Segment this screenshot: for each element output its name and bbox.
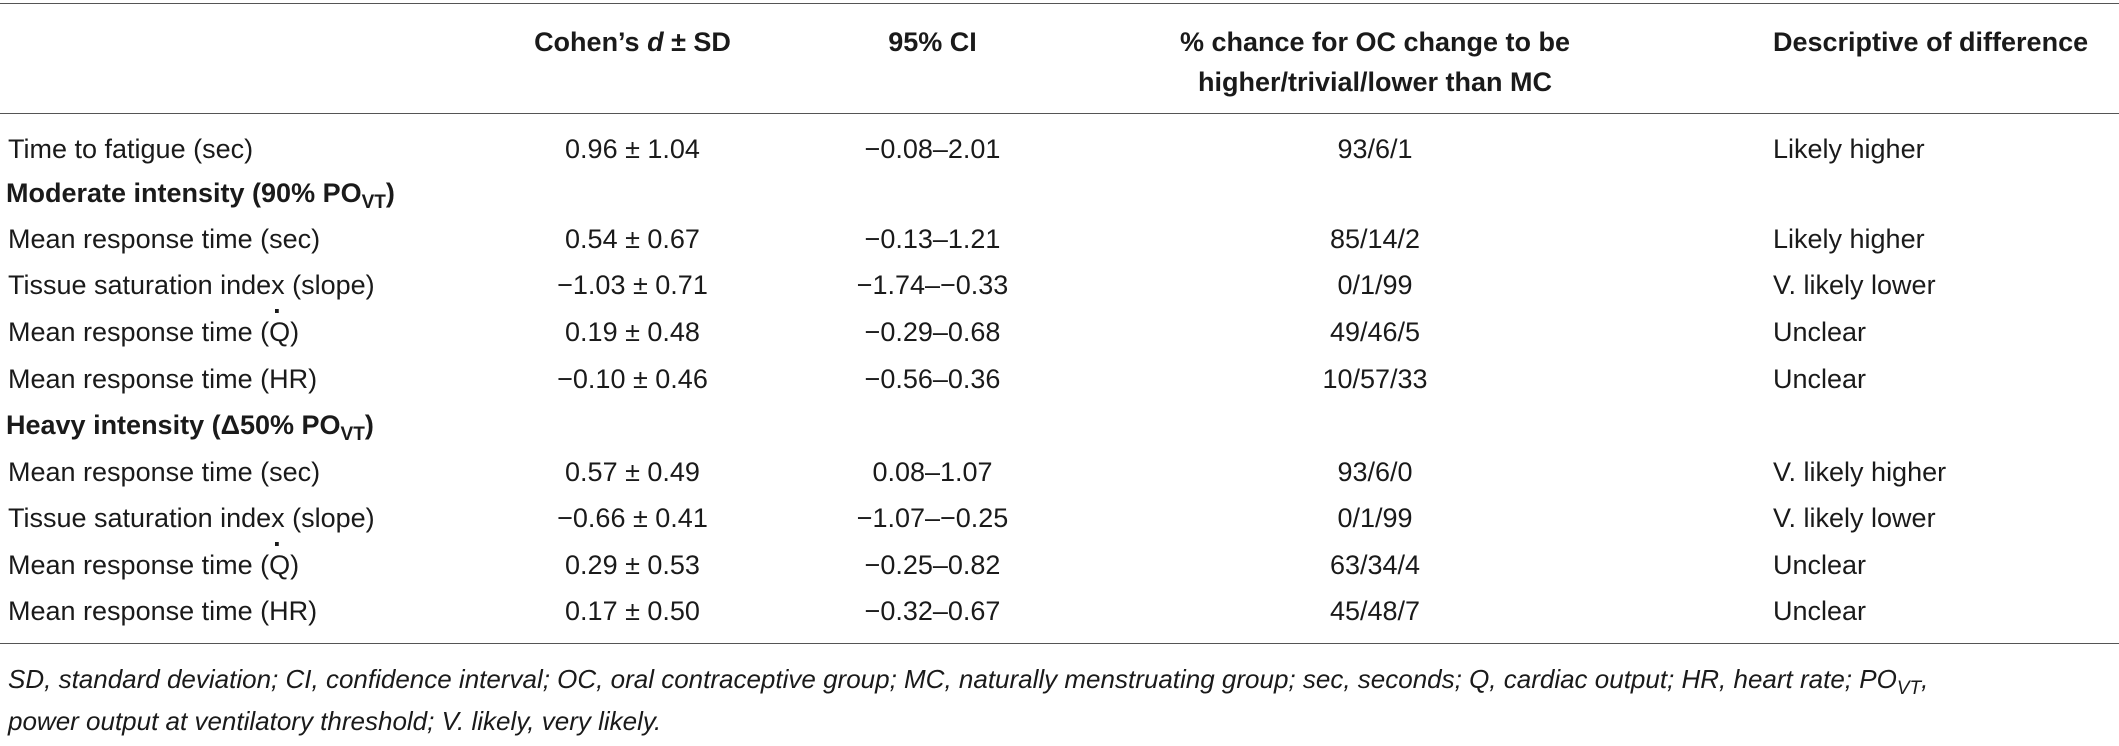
header-descriptive: Descriptive of difference [1773, 27, 2089, 57]
table-cell: −0.10 ± 0.46 [557, 364, 708, 394]
header-cohens-d: Cohen’s d ± SD [534, 27, 731, 57]
table-cell: V. likely lower [1773, 503, 1936, 533]
section-heading-heavy: Heavy intensity (Δ50% POVT) [0, 402, 2119, 449]
table-cell: VT [340, 424, 365, 445]
table-cell: Mean response time (HR) [8, 596, 318, 626]
table-cell: 93/6/0 [1337, 457, 1413, 487]
table-cell: 49/46/5 [1329, 317, 1421, 347]
table-cell: −0.13–1.21 [864, 224, 1001, 254]
table-cell: −0.29–0.68 [864, 317, 1001, 347]
table-cell: 63/34/4 [1329, 550, 1421, 580]
table-cell: Likely higher [1773, 134, 1925, 164]
table-row: Mean response time (Q) 0.29 ± 0.53 −0.25… [0, 521, 2119, 589]
table-cell: Mean response time (Q) [8, 288, 299, 356]
table-row: Mean response time (sec) 0.57 ± 0.49 0.0… [0, 449, 2119, 496]
table-cell: V. likely higher [1773, 457, 1947, 487]
header-bottom-rule [0, 113, 2119, 114]
table-cell: Mean response time (HR) [8, 364, 318, 394]
table-cell: 0.19 ± 0.48 [565, 317, 700, 347]
table-cell: 0.54 ± 0.67 [565, 224, 700, 254]
table-row: Tissue saturation index (slope) −1.03 ± … [0, 262, 2119, 309]
table-cell: V. likely lower [1773, 270, 1936, 300]
table-cell: Unclear [1773, 596, 1867, 626]
table-cell: Mean response time (Q) [8, 521, 299, 589]
table-cell: −0.56–0.36 [864, 364, 1001, 394]
table-cell: −1.07–−0.25 [856, 503, 1009, 533]
table-row: Mean response time (HR) 0.17 ± 0.50 −0.3… [0, 588, 2119, 635]
table-cell: Q [269, 521, 290, 589]
table-cell: Tissue saturation index (slope) [8, 270, 375, 300]
table-cell: −1.03 ± 0.71 [557, 270, 708, 300]
table-cell: Likely higher [1773, 224, 1925, 254]
table-cell: Unclear [1773, 317, 1867, 347]
table-cell: −0.25–0.82 [864, 550, 1001, 580]
table-footnote: SD, standard deviation; CI, confidence i… [8, 664, 1929, 736]
table-cell: 0.29 ± 0.53 [565, 550, 700, 580]
table-cell: Tissue saturation index (slope) [8, 503, 375, 533]
table-cell: Time to fatigue (sec) [8, 134, 254, 164]
table-cell: −1.74–−0.33 [856, 270, 1009, 300]
table-cell: Moderate intensity (90% POVT) [6, 178, 395, 213]
table-bottom-rule [0, 643, 2119, 644]
table-cell: 10/57/33 [1322, 364, 1428, 394]
table-top-rule [0, 3, 2119, 4]
table-cell: −0.66 ± 0.41 [557, 503, 708, 533]
table-cell: 85/14/2 [1329, 224, 1421, 254]
table-cell: 0/1/99 [1337, 503, 1413, 533]
table-cell: 0.17 ± 0.50 [565, 596, 700, 626]
header-95-ci: 95% CI [888, 27, 977, 57]
table-cell: 93/6/1 [1337, 134, 1413, 164]
table-row: Mean response time (Q) 0.19 ± 0.48 −0.29… [0, 288, 2119, 356]
table-cell: VT [1896, 678, 1922, 699]
table-cell: −0.32–0.67 [864, 596, 1001, 626]
table-row: Mean response time (sec) 0.54 ± 0.67 −0.… [0, 216, 2119, 263]
table-cell: Unclear [1773, 550, 1867, 580]
table-cell: Q [269, 288, 290, 356]
table-row: Time to fatigue (sec) 0.96 ± 1.04 −0.08–… [0, 126, 2119, 173]
table-cell: 0/1/99 [1337, 270, 1413, 300]
section-heading-moderate: Moderate intensity (90% POVT) [0, 170, 2119, 217]
table-cell: −0.08–2.01 [864, 134, 1001, 164]
table-row: Mean response time (HR) −0.10 ± 0.46 −0.… [0, 356, 2119, 403]
table-cell: Unclear [1773, 364, 1867, 394]
table-cell: Mean response time (sec) [8, 457, 321, 487]
table-cell: VT [361, 192, 386, 213]
table-cell: Heavy intensity (Δ50% POVT) [6, 410, 374, 445]
table-cell: 0.96 ± 1.04 [565, 134, 700, 164]
header-percent-chance: % chance for OC change to be higher/triv… [1179, 27, 1571, 97]
table-cell: 0.57 ± 0.49 [565, 457, 700, 487]
table-cell: 45/48/7 [1329, 596, 1421, 626]
table-row: Tissue saturation index (slope) −0.66 ± … [0, 495, 2119, 542]
table-cell: Mean response time (sec) [8, 224, 321, 254]
table-cell: 0.08–1.07 [872, 457, 993, 487]
